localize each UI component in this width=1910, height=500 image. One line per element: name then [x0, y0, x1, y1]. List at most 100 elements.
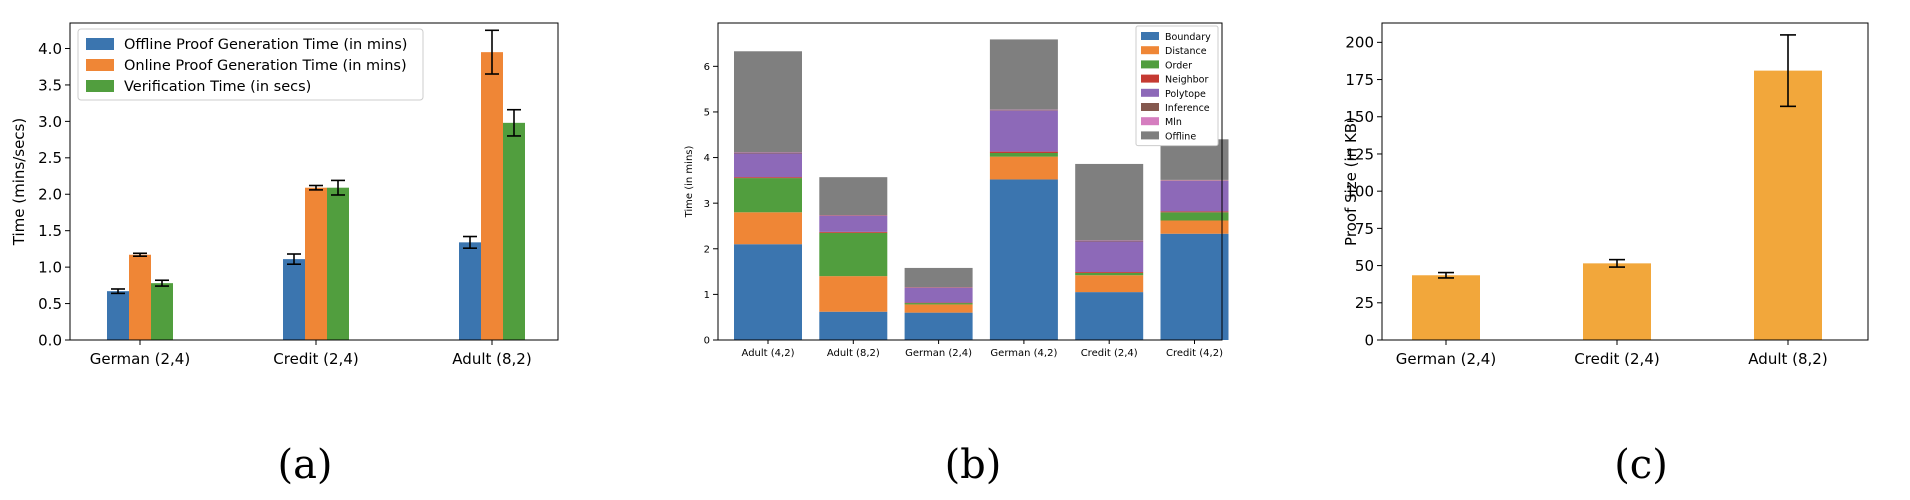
x-tick-label: Adult (4,2) [742, 348, 795, 359]
bar [305, 187, 327, 340]
x-tick-label: Adult (8,2) [452, 350, 531, 368]
stacked-segment [819, 311, 888, 340]
stacked-segment [1075, 163, 1144, 241]
legend-label: Distance [1165, 46, 1207, 57]
stacked-segment [819, 232, 888, 277]
stacked-segment [734, 244, 802, 340]
y-tick-label: 25 [1355, 294, 1374, 312]
stacked-segment [734, 177, 802, 179]
y-tick-label: 3.5 [38, 76, 62, 94]
panel-c-caption: (c) [1614, 442, 1668, 488]
legend-label: Online Proof Generation Time (in mins) [124, 58, 407, 74]
legend-swatch [1141, 46, 1159, 55]
stacked-segment [989, 156, 1058, 180]
legend-label: Neighbor [1165, 75, 1208, 86]
stacked-segment [819, 177, 888, 216]
bar [327, 187, 349, 340]
bar [1412, 275, 1480, 340]
stacked-segment [1160, 220, 1229, 234]
legend-label: Mln [1165, 117, 1182, 128]
y-tick-label: 4.0 [38, 40, 62, 58]
y-tick-label: 175 [1345, 71, 1374, 89]
x-tick-label: German (2,4) [905, 348, 972, 359]
y-tick-label: 150 [1345, 108, 1374, 126]
legend-swatch [86, 80, 114, 92]
stacked-segment [989, 151, 1058, 153]
y-tick-label: 1.5 [38, 222, 62, 240]
legend-swatch [86, 38, 114, 50]
bar [481, 52, 503, 341]
x-tick-label: Credit (4,2) [1166, 348, 1223, 359]
bar [459, 242, 481, 340]
stacked-segment [1075, 272, 1144, 273]
legend-box [1135, 25, 1219, 147]
y-axis-label: Time (mins/secs) [10, 118, 28, 246]
stacked-segment [734, 178, 802, 213]
legend-label: Verification Time (in secs) [124, 79, 311, 95]
stacked-segment [1075, 292, 1144, 340]
y-axis-label: Time (in mins) [684, 145, 695, 218]
bar [151, 283, 173, 340]
y-tick-label: 1.0 [38, 259, 62, 277]
y-tick-label: 200 [1345, 34, 1374, 52]
stacked-segment [1075, 241, 1144, 273]
stacked-segment [904, 303, 973, 305]
x-tick-label: German (2,4) [90, 350, 190, 368]
legend-swatch [1141, 60, 1159, 69]
x-tick-label: Credit (2,4) [1574, 350, 1659, 368]
x-tick-label: German (4,2) [990, 348, 1057, 359]
bar [1754, 70, 1822, 340]
panel-b-chart: 0 1 2 3 4 5 6 Time (in mins) Adult (4,2) Adult (8… [684, 22, 1229, 359]
x-tick-label: Credit (2,4) [1081, 348, 1138, 359]
y-tick-label: 0.0 [38, 331, 62, 349]
x-tick-label: German (2,4) [1396, 350, 1496, 368]
y-tick-label: 3 [704, 199, 710, 210]
stacked-segment [1160, 211, 1229, 213]
y-tick-label: 6 [704, 62, 710, 73]
legend-swatch [86, 59, 114, 71]
legend-label: Order [1165, 60, 1192, 71]
stacked-segment [734, 51, 802, 153]
panel-a-chart: 0.0 0.5 1.0 1.5 2.0 2.5 3.0 3.5 4.0 Time (mins/se… [10, 22, 559, 368]
stacked-segment [734, 212, 802, 245]
y-tick-label: 1 [704, 290, 710, 301]
legend-swatch [1141, 131, 1159, 140]
legend-swatch [1141, 117, 1159, 126]
legend-swatch [1141, 103, 1159, 111]
bar [283, 259, 305, 340]
stacked-segment [1075, 275, 1144, 293]
stacked-segment [989, 179, 1058, 340]
y-axis-label: Proof Size (in KB) [1342, 117, 1360, 246]
y-tick-label: 0 [1364, 331, 1374, 349]
stacked-segment [1075, 272, 1144, 276]
panel-a-caption: (a) [277, 442, 332, 488]
stacked-segment [904, 312, 973, 340]
plot-frame [1381, 22, 1869, 341]
stacked-segment [989, 39, 1058, 110]
stacked-segment [989, 152, 1058, 157]
stacked-segment [1160, 233, 1229, 340]
legend-box [77, 28, 424, 101]
x-tick-label: Adult (8,2) [1748, 350, 1827, 368]
plot-frame [69, 22, 559, 341]
stacked-segment [989, 110, 1058, 152]
legend-swatch [1141, 32, 1159, 40]
legend-label: Inference [1165, 103, 1210, 114]
y-tick-label: 2.0 [38, 186, 62, 204]
panel-b-caption: (b) [945, 442, 1002, 488]
stacked-segment [819, 231, 888, 233]
y-tick-label: 125 [1345, 145, 1374, 163]
legend-label: Offline [1165, 131, 1196, 142]
stacked-segment [734, 153, 802, 178]
stacked-segment [819, 215, 888, 232]
y-tick-label: 2.5 [38, 149, 62, 167]
bar [107, 291, 129, 340]
y-tick-label: 2 [704, 244, 710, 255]
bar [503, 122, 525, 340]
stacked-segment [1160, 212, 1229, 221]
y-tick-label: 4 [704, 153, 710, 164]
stacked-segment [819, 276, 888, 312]
plot-frame [717, 22, 1223, 341]
stacked-segment [904, 288, 973, 303]
